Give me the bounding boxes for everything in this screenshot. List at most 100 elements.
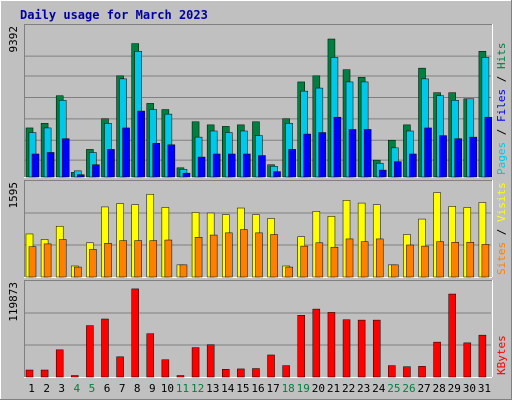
legend-kbytes: KBytes — [495, 335, 508, 375]
bar-sites-day-18 — [285, 266, 293, 278]
bar-kbytes-day-30 — [463, 342, 472, 378]
bar-pages-day-19 — [303, 133, 311, 178]
x-tick-label: 18 — [282, 382, 295, 395]
bar-kbytes-day-28 — [433, 341, 441, 378]
bar-kbytes-day-22 — [342, 319, 351, 378]
x-tick-label: 24 — [372, 382, 386, 395]
bar-pages-day-1 — [31, 153, 40, 178]
x-tick-label: 26 — [402, 382, 415, 395]
x-tick-label: 19 — [297, 382, 310, 395]
bar-pages-day-29 — [454, 138, 462, 178]
legend-pages: Pages — [495, 142, 508, 175]
legend-separator: / — [495, 222, 508, 242]
panel-background — [24, 280, 492, 377]
bar-sites-day-14 — [225, 232, 233, 278]
bar-kbytes-day-15 — [237, 368, 245, 378]
x-tick-label: 28 — [433, 382, 446, 395]
bar-kbytes-day-14 — [222, 369, 230, 378]
legend-separator: / — [495, 69, 508, 89]
legend-separator: / — [495, 122, 508, 142]
bar-kbytes-day-1 — [25, 369, 34, 378]
bar-sites-day-30 — [466, 241, 475, 278]
bar-kbytes-day-2 — [40, 369, 49, 378]
bar-sites-day-19 — [300, 245, 308, 278]
legend-hits: Hits — [495, 43, 508, 70]
x-tick-label: 6 — [104, 382, 111, 395]
bar-pages-day-2 — [46, 152, 55, 178]
bar-sites-day-21 — [330, 246, 339, 278]
x-tick-label: 13 — [206, 382, 219, 395]
x-tick-label: 4 — [74, 382, 81, 395]
bar-pages-day-17 — [273, 171, 281, 178]
bar-pages-day-5 — [92, 164, 100, 178]
bar-sites-day-1 — [28, 246, 37, 278]
bar-pages-day-14 — [228, 153, 236, 178]
y-axis-max-label: 1595 — [7, 182, 20, 209]
bar-kbytes-day-11 — [176, 375, 185, 378]
bar-sites-day-8 — [134, 240, 142, 278]
bar-kbytes-day-31 — [478, 334, 487, 378]
bar-kbytes-day-23 — [357, 319, 366, 378]
bar-sites-day-25 — [391, 264, 399, 278]
x-tick-label: 2 — [43, 382, 50, 395]
bar-pages-day-31 — [484, 116, 493, 178]
panel-visits-sites: 1595 Sites / Visits — [7, 180, 508, 278]
bar-pages-day-10 — [167, 144, 176, 178]
bar-sites-day-2 — [43, 243, 52, 278]
x-tick-label: 29 — [448, 382, 461, 395]
bar-pages-day-13 — [212, 153, 221, 178]
bar-pages-day-21 — [333, 116, 342, 178]
bar-kbytes-day-5 — [86, 325, 94, 378]
bar-pages-day-6 — [107, 149, 115, 178]
bar-sites-day-16 — [255, 232, 263, 278]
bar-sites-day-28 — [436, 241, 444, 278]
legend-sites: Sites — [495, 242, 508, 275]
bar-pages-day-22 — [348, 129, 357, 178]
x-tick-label: 17 — [266, 382, 279, 395]
bar-sites-day-31 — [481, 244, 490, 278]
bar-sites-day-11 — [179, 264, 188, 278]
x-tick-label: 16 — [251, 382, 264, 395]
y-axis-max-label: 119873 — [7, 282, 20, 322]
bar-kbytes-day-9 — [146, 333, 155, 378]
y-axis-max-label: 9392 — [7, 26, 20, 53]
bar-sites-day-13 — [209, 234, 218, 278]
bar-kbytes-day-12 — [191, 347, 200, 378]
bar-kbytes-day-17 — [267, 354, 275, 378]
bar-pages-day-24 — [378, 169, 387, 178]
bar-sites-day-24 — [375, 238, 384, 278]
x-tick-label: 12 — [191, 382, 204, 395]
bar-pages-day-12 — [197, 156, 206, 178]
bar-kbytes-day-4 — [71, 375, 79, 378]
bar-pages-day-28 — [439, 135, 447, 178]
bar-pages-day-23 — [363, 129, 372, 178]
bar-kbytes-day-19 — [297, 315, 305, 378]
x-tick-label: 25 — [387, 382, 400, 395]
bar-sites-day-17 — [270, 234, 278, 278]
chart-title: Daily usage for March 2023 — [20, 8, 208, 22]
x-tick-label: 8 — [134, 382, 141, 395]
bar-kbytes-day-26 — [403, 366, 411, 378]
bar-pages-day-26 — [409, 153, 417, 178]
x-tick-label: 20 — [312, 382, 325, 395]
bar-sites-day-20 — [315, 242, 324, 278]
x-tick-label: 21 — [327, 382, 340, 395]
bar-pages-day-30 — [469, 136, 478, 178]
bar-pages-day-20 — [318, 132, 327, 178]
x-tick-label: 1 — [28, 382, 35, 395]
series-legend: Pages / Files / Hits — [495, 43, 508, 176]
bar-kbytes-day-24 — [372, 319, 381, 378]
bar-sites-day-6 — [104, 243, 112, 278]
x-tick-label: 22 — [342, 382, 355, 395]
x-tick-label: 30 — [463, 382, 476, 395]
bar-sites-day-12 — [194, 237, 203, 278]
panel-hits-files-pages: 9392 Pages / Files / Hits — [7, 24, 508, 178]
bar-kbytes-day-18 — [282, 365, 290, 378]
bar-sites-day-22 — [345, 238, 354, 278]
bar-sites-day-15 — [240, 229, 248, 278]
bar-kbytes-day-25 — [388, 365, 396, 378]
x-tick-label: 31 — [478, 382, 491, 395]
chart-panels: 9392 Pages / Files / Hits 1595 Sites / Visi… — [7, 24, 508, 378]
x-tick-label: 23 — [357, 382, 370, 395]
